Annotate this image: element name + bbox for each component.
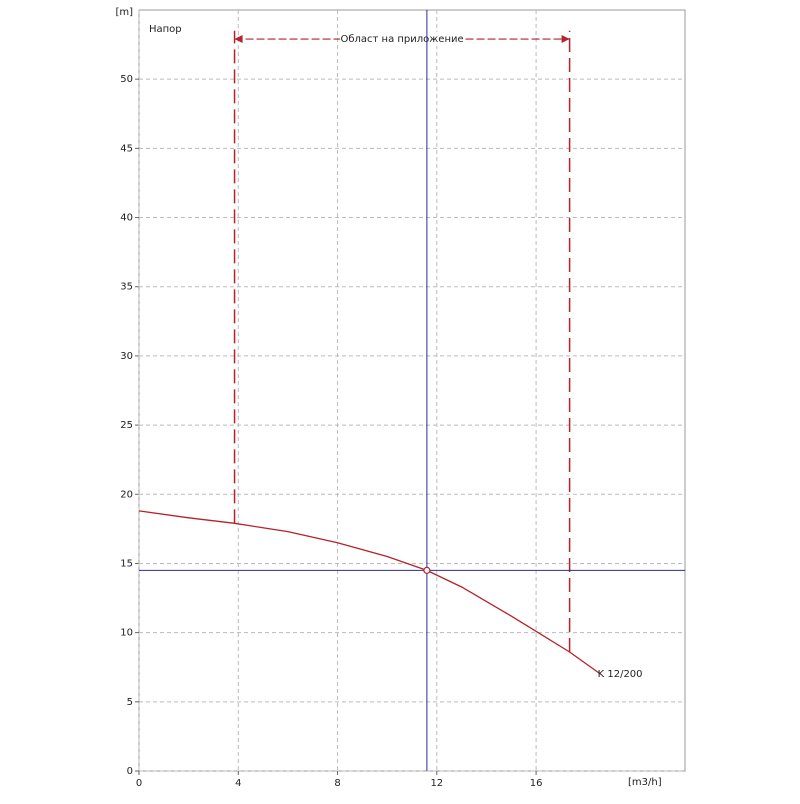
y-tick-label: 0	[127, 766, 133, 777]
label-bg	[340, 32, 465, 47]
y-tick-label: 10	[120, 628, 133, 639]
x-tick-label: 4	[235, 778, 241, 789]
y-tick-label: 20	[120, 489, 133, 500]
series-label: K 12/200	[598, 669, 643, 680]
y-tick-label: 15	[120, 558, 133, 569]
y-tick-label: 5	[127, 697, 133, 708]
y-tick-label: 50	[120, 74, 133, 85]
y-axis-label: [m]	[115, 7, 133, 18]
range-label: Област на приложение	[340, 34, 463, 45]
series-line	[138, 510, 601, 675]
x-tick-label: 16	[530, 778, 543, 789]
y-tick-label: 30	[120, 351, 133, 362]
y-tick-label: 25	[120, 420, 133, 431]
y-tick-label: 35	[120, 282, 133, 293]
plot-frame	[138, 9, 686, 772]
chart-title: Напор	[149, 24, 182, 35]
y-tick-label: 40	[120, 213, 133, 224]
x-tick-label: 12	[430, 778, 443, 789]
operating-point	[423, 566, 431, 574]
x-tick-label: 8	[334, 778, 340, 789]
y-tick-label: 45	[120, 143, 133, 154]
x-axis-label: [m3/h]	[628, 777, 662, 788]
x-tick-label: 0	[136, 778, 142, 789]
